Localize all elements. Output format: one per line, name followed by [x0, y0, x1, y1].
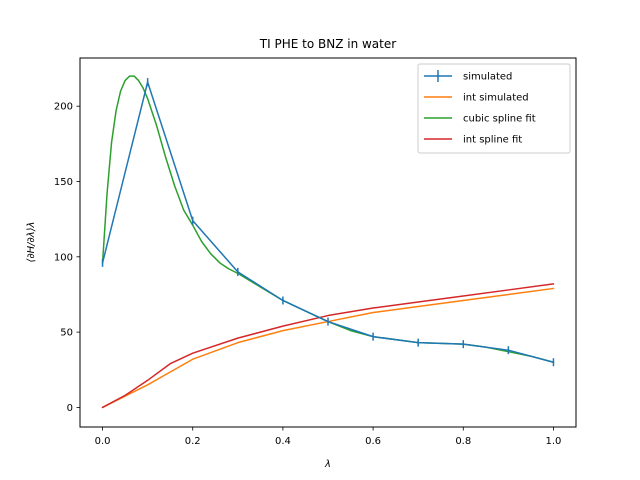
- x-axis-label: λ: [324, 459, 331, 470]
- x-tick-label: 1.0: [546, 436, 562, 447]
- legend: simulated int simulated cubic spline fit in…: [417, 63, 571, 154]
- chart-title: TI PHE to BNZ in water: [259, 37, 396, 51]
- legend-label-int-simulated: int simulated: [463, 93, 529, 104]
- x-tick-label: 0.2: [185, 436, 201, 447]
- y-tick-label: 200: [54, 102, 73, 113]
- legend-entries: simulated int simulated cubic spline fit in…: [424, 70, 536, 146]
- legend-label-int-spline-fit: int spline fit: [463, 135, 522, 146]
- y-axis-ticks: 0 50 100 150 200: [54, 102, 80, 414]
- x-tick-label: 0.8: [455, 436, 471, 447]
- axes-frame: [79, 57, 577, 428]
- series-line-int-spline-fit: [101, 283, 555, 409]
- y-tick-label: 0: [67, 403, 73, 414]
- legend-label-simulated: simulated: [463, 72, 512, 83]
- x-axis-ticks: 0.0 0.2 0.4 0.6 0.8 1.0: [95, 427, 562, 447]
- x-tick-label: 0.0: [95, 436, 111, 447]
- x-tick-label: 0.6: [365, 436, 381, 447]
- y-tick-label: 150: [54, 177, 73, 188]
- legend-box: [417, 63, 571, 154]
- y-tick-label: 100: [54, 252, 73, 263]
- y-axis-label: ⟨∂H/∂λ⟩λ: [26, 222, 37, 263]
- plot-area: [79, 57, 577, 428]
- x-tick-label: 0.4: [275, 436, 291, 447]
- y-tick-label: 50: [60, 328, 73, 339]
- legend-label-cubic-spline-fit: cubic spline fit: [463, 114, 536, 125]
- series-layer: [101, 75, 555, 409]
